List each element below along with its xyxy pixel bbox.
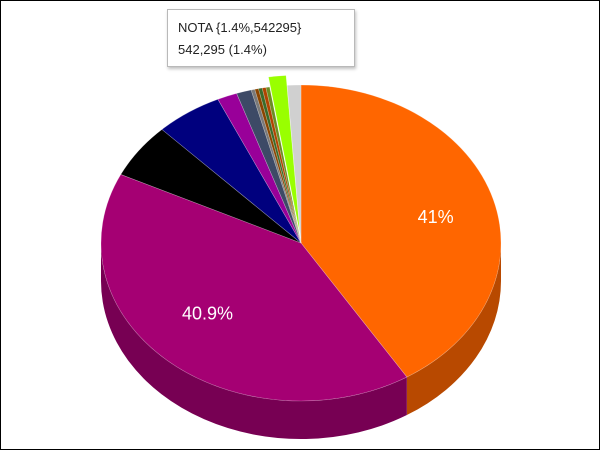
tooltip-value: 542,295 (1.4%): [178, 42, 267, 57]
pie-slice[interactable]: [300, 84, 502, 378]
pie-slice[interactable]: [120, 129, 302, 244]
pie-slice[interactable]: [161, 98, 302, 244]
pie-slice-side: [101, 243, 407, 440]
tooltip-title: NOTA {1.4%,542295}: [178, 20, 302, 35]
pie-slice-side: [406, 243, 501, 416]
pie-slice[interactable]: [100, 174, 408, 402]
pie-top-layer: [100, 75, 502, 402]
pie-label-layer: 41% 40.9%: [182, 207, 454, 324]
pie-slice[interactable]: [250, 88, 302, 244]
slice-data-label: 41%: [418, 207, 454, 227]
slice-tooltip: NOTA {1.4%,542295} 542,295 (1.4%): [167, 9, 355, 67]
pie-slice-nota[interactable]: [268, 75, 301, 234]
pie-slice[interactable]: [265, 86, 302, 244]
pie-slice[interactable]: [236, 89, 302, 244]
pie-depth-layer: [101, 243, 501, 440]
slice-data-label: 40.9%: [182, 304, 233, 324]
pie-slice[interactable]: [286, 84, 302, 244]
pie-slice[interactable]: [258, 87, 302, 244]
pie-slice[interactable]: [217, 93, 302, 244]
pie-slice[interactable]: [261, 87, 302, 244]
pie-slice[interactable]: [254, 88, 302, 244]
